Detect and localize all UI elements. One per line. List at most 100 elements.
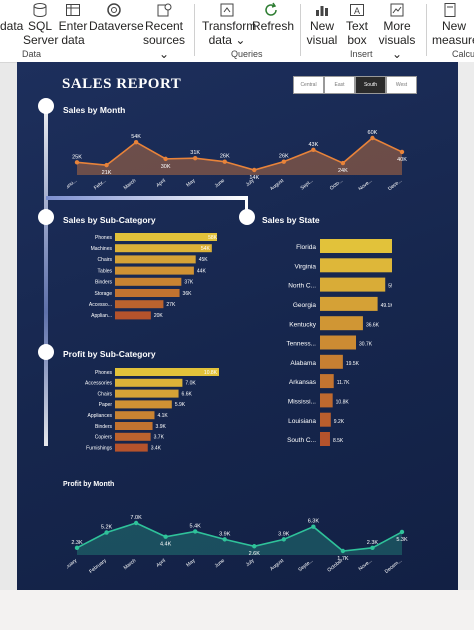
bar[interactable] <box>320 296 378 311</box>
bar[interactable] <box>320 316 363 331</box>
data-label: 9.2K <box>334 419 345 425</box>
text-box-button[interactable]: A Text box <box>343 2 371 47</box>
category-label: Applian... <box>91 313 112 319</box>
data-point[interactable] <box>163 156 168 162</box>
ribbon-label: New <box>442 19 467 33</box>
data-label: 5.3K <box>396 537 408 543</box>
bar[interactable] <box>115 389 179 398</box>
sales-by-state-chart[interactable]: Florida89.5KVirginia70.6KNorth C...55.6K… <box>252 236 392 452</box>
sales-by-subcategory-chart[interactable]: Phones 58K Machines 54K Chairs 45K Tables 44K Bi… <box>57 230 217 325</box>
data-label: 5.2K <box>101 525 113 531</box>
data-point[interactable] <box>74 160 80 165</box>
data-label: 2.3K <box>367 540 379 546</box>
slicer-south[interactable]: South <box>355 76 386 94</box>
series-line <box>76 522 403 552</box>
new-visual-button[interactable]: New visual <box>306 2 338 47</box>
bar[interactable] <box>320 258 392 273</box>
bar[interactable] <box>115 368 219 376</box>
data-point[interactable] <box>311 524 316 529</box>
data-label: 54K <box>131 134 141 140</box>
bar[interactable] <box>115 255 196 264</box>
data-label: 3.4K <box>151 445 162 451</box>
bar[interactable] <box>320 239 392 253</box>
get-data-button[interactable]: data <box>0 2 24 33</box>
dataverse-button[interactable]: Dataverse <box>89 2 144 33</box>
ribbon-label: data <box>0 19 24 33</box>
data-point[interactable] <box>222 537 227 542</box>
data-point[interactable] <box>192 529 198 534</box>
bar[interactable] <box>115 244 212 253</box>
transform-data-button[interactable]: Transform data ⌄ <box>202 2 256 47</box>
data-point[interactable] <box>340 548 346 554</box>
data-point[interactable] <box>281 537 287 542</box>
sales-by-month-chart[interactable]: 25K Janu... 21K Febr... 54K March 30K April 31K M… <box>67 120 412 190</box>
category-label: Tables <box>98 268 113 274</box>
slicer-central[interactable]: Central <box>293 76 324 94</box>
category-label: Chairs <box>98 391 113 397</box>
text-box-icon: A <box>350 4 364 16</box>
data-label: 26K <box>220 154 230 160</box>
data-point[interactable] <box>311 147 316 153</box>
data-point[interactable] <box>399 529 405 535</box>
profit-by-subcategory-title: Profit by Sub-Category <box>63 349 156 359</box>
ribbon-label: measure <box>432 33 474 47</box>
bar[interactable] <box>115 443 148 452</box>
x-tick-label: Septe... <box>297 558 314 573</box>
recent-sources-button[interactable]: Recent sources ⌄ <box>140 2 188 61</box>
bar[interactable] <box>320 277 386 292</box>
data-point[interactable] <box>281 159 287 164</box>
category-label: Arkansas <box>289 379 317 386</box>
bar[interactable] <box>115 400 172 409</box>
data-point[interactable] <box>399 149 405 155</box>
ribbon-label: data ⌄ <box>208 33 246 47</box>
data-point[interactable] <box>133 520 139 526</box>
bar[interactable] <box>115 266 194 275</box>
more-visuals-button[interactable]: More visuals ⌄ <box>374 2 420 61</box>
ribbon-label: sources ⌄ <box>142 33 186 61</box>
profit-by-month-chart[interactable]: 2.3K January 5.2K February 7.0K March 4.4K Apri… <box>67 509 412 585</box>
data-point[interactable] <box>104 162 109 168</box>
bar[interactable] <box>115 422 153 430</box>
timeline-node <box>38 209 54 225</box>
data-point[interactable] <box>252 544 257 549</box>
data-point[interactable] <box>74 545 80 551</box>
data-point[interactable] <box>222 159 227 164</box>
bar[interactable] <box>115 378 183 387</box>
bar[interactable] <box>320 354 343 369</box>
bar[interactable] <box>115 300 164 309</box>
data-point[interactable] <box>163 534 168 539</box>
profit-by-subcategory-chart[interactable]: Phones 10.8K Accessories 7.0K Chairs 6.6K Pape… <box>57 364 227 456</box>
bar[interactable] <box>320 432 330 446</box>
bar[interactable] <box>115 289 180 297</box>
ribbon-label: New <box>309 19 334 33</box>
status-footer <box>0 590 474 630</box>
bar[interactable] <box>115 432 151 441</box>
data-point[interactable] <box>370 135 375 141</box>
sales-by-state-title: Sales by State <box>262 215 320 225</box>
bar[interactable] <box>320 393 333 408</box>
data-point[interactable] <box>133 139 139 145</box>
slicer-east[interactable]: East <box>324 76 355 94</box>
category-label: Storage <box>94 291 112 297</box>
sales-by-month-title: Sales by Month <box>63 105 126 115</box>
bar[interactable] <box>115 311 151 320</box>
bar[interactable] <box>320 412 331 427</box>
bar[interactable] <box>115 411 155 420</box>
bar[interactable] <box>115 233 217 241</box>
ribbon-label: visuals ⌄ <box>378 33 416 61</box>
bar[interactable] <box>320 335 357 350</box>
sql-server-button[interactable]: SQL Server <box>23 2 58 47</box>
bar[interactable] <box>320 374 334 389</box>
data-point[interactable] <box>104 530 109 535</box>
data-point[interactable] <box>370 545 375 551</box>
enter-data-button[interactable]: Enter data <box>58 2 88 47</box>
bar[interactable] <box>115 277 182 286</box>
transform-icon <box>220 3 234 17</box>
data-point[interactable] <box>340 160 346 166</box>
slicer-west[interactable]: West <box>386 76 417 94</box>
data-point[interactable] <box>192 155 198 161</box>
data-point[interactable] <box>252 167 257 173</box>
refresh-button[interactable]: Refresh <box>252 2 294 33</box>
new-measure-button[interactable]: New measure <box>432 2 474 47</box>
data-label: 3.9K <box>219 531 231 537</box>
